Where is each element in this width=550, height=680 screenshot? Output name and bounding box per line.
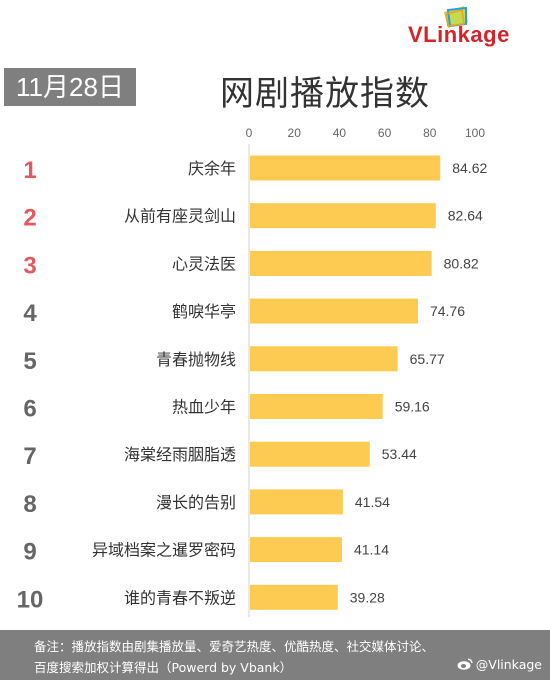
rank-number: 7 — [23, 443, 36, 470]
footer-note-line2: 百度搜索加权计算得出（Powerd by Vbank） — [34, 660, 293, 675]
footer-note-line1: 备注：播放指数由剧集播放量、爱奇艺热度、优酷热度、社交媒体讨论、 — [34, 639, 435, 654]
category-label: 谁的青春不叛逆 — [124, 588, 236, 607]
value-label: 59.16 — [395, 399, 430, 415]
logo-text: VLinkage — [408, 22, 510, 47]
rank-number: 3 — [23, 252, 36, 279]
value-label: 74.76 — [430, 303, 465, 319]
bar — [250, 537, 342, 563]
vlinkage-logo: VLinkage — [408, 4, 538, 52]
x-tick-label: 20 — [288, 126, 302, 140]
rank-number: 10 — [17, 586, 44, 613]
rank-number: 4 — [23, 300, 37, 327]
x-tick-label: 80 — [423, 126, 437, 140]
chart-title: 网剧播放指数 — [220, 74, 430, 114]
rank-number: 6 — [23, 396, 36, 423]
rank-number: 9 — [23, 539, 36, 566]
value-label: 65.77 — [410, 351, 445, 367]
rank-number: 2 — [23, 205, 36, 232]
logo-frame-icon — [444, 6, 468, 28]
rank-number: 1 — [23, 157, 36, 184]
category-label: 青春抛物线 — [156, 350, 236, 369]
value-label: 84.62 — [452, 160, 487, 176]
category-label: 从前有座灵剑山 — [124, 207, 236, 226]
bar-chart: 0 20 40 60 80 100 1 庆余年 84.62 2 从前有座灵剑山 82.64 3 心灵法医 8… — [17, 126, 487, 618]
weibo-handle: @Vlinkage — [457, 657, 542, 672]
category-label: 庆余年 — [188, 159, 236, 178]
bar — [250, 489, 343, 515]
weibo-icon — [457, 658, 473, 670]
bar — [250, 584, 338, 610]
date-badge: 11月28日 — [4, 68, 136, 106]
bar — [250, 441, 370, 467]
bar — [250, 250, 432, 276]
x-tick-label: 60 — [378, 126, 392, 140]
value-label: 41.14 — [354, 542, 389, 558]
category-label: 鹤唳华亭 — [172, 302, 236, 321]
bar — [250, 346, 398, 372]
bar — [250, 298, 418, 324]
x-tick-label: 0 — [246, 126, 253, 140]
value-label: 53.44 — [382, 446, 417, 462]
bar — [250, 155, 441, 181]
category-label: 心灵法医 — [172, 254, 236, 273]
x-tick-label: 40 — [333, 126, 347, 140]
category-label: 漫长的告别 — [156, 493, 236, 512]
value-label: 82.64 — [448, 208, 483, 224]
value-label: 39.28 — [350, 589, 385, 605]
value-label: 41.54 — [355, 494, 390, 510]
category-label: 海棠经雨胭脂透 — [124, 445, 236, 464]
bar — [250, 394, 383, 419]
x-tick-label: 100 — [465, 126, 485, 140]
rank-number: 5 — [23, 348, 36, 375]
category-label: 热血少年 — [172, 398, 236, 417]
bar — [250, 203, 436, 229]
category-label: 异域档案之暹罗密码 — [92, 541, 236, 560]
value-label: 80.82 — [444, 255, 479, 271]
weibo-handle-text: @Vlinkage — [475, 657, 542, 672]
footer-note: 备注：播放指数由剧集播放量、爱奇艺热度、优酷热度、社交媒体讨论、 百度搜索加权计… — [0, 630, 550, 680]
rank-number: 8 — [23, 491, 36, 518]
